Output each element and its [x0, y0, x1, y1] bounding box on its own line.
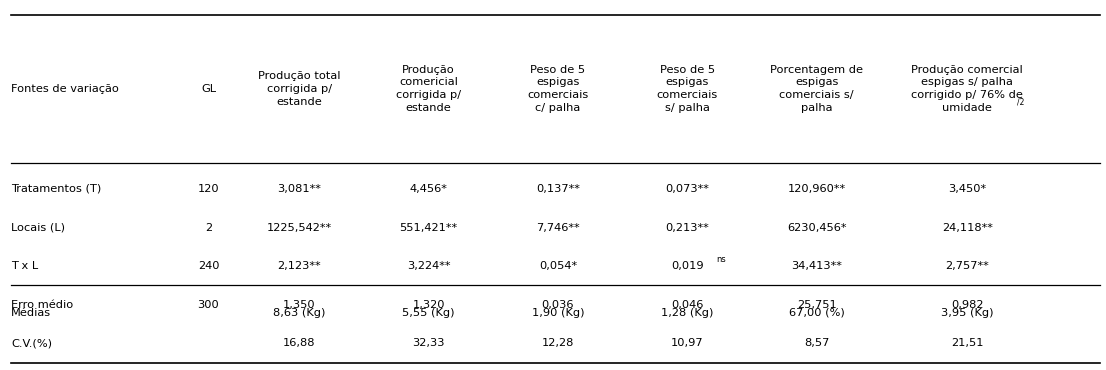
Text: Médias: Médias: [11, 307, 51, 318]
Text: 551,421**: 551,421**: [399, 222, 458, 233]
Text: 2,123**: 2,123**: [278, 261, 321, 272]
Text: 3,224**: 3,224**: [407, 261, 450, 272]
Text: 1,90 (Kg): 1,90 (Kg): [532, 307, 584, 318]
Text: 3,95 (Kg): 3,95 (Kg): [941, 307, 993, 318]
Text: ns: ns: [717, 255, 726, 264]
Text: Peso de 5
espigas
comerciais
c/ palha: Peso de 5 espigas comerciais c/ palha: [528, 65, 588, 113]
Text: 5,55 (Kg): 5,55 (Kg): [403, 307, 455, 318]
Text: 300: 300: [198, 300, 219, 310]
Text: 0,137**: 0,137**: [536, 184, 580, 194]
Text: Produção total
corrigida p/
estande: Produção total corrigida p/ estande: [258, 71, 341, 107]
Text: 32,33: 32,33: [413, 338, 445, 349]
Text: 240: 240: [198, 261, 219, 272]
Text: 3,081**: 3,081**: [278, 184, 321, 194]
Text: C.V.(%): C.V.(%): [11, 338, 52, 349]
Text: 0,046: 0,046: [671, 300, 703, 310]
Text: 0,054*: 0,054*: [539, 261, 577, 272]
Text: 2,757**: 2,757**: [946, 261, 989, 272]
Text: Fontes de variação: Fontes de variação: [11, 84, 119, 94]
Text: 120,960**: 120,960**: [787, 184, 846, 194]
Text: 0,073**: 0,073**: [666, 184, 709, 194]
Text: 0,982: 0,982: [951, 300, 983, 310]
Text: 6230,456*: 6230,456*: [787, 222, 846, 233]
Text: 8,57: 8,57: [804, 338, 830, 349]
Text: Produção comercial
espigas s/ palha
corrigido p/ 76% de
umidade: Produção comercial espigas s/ palha corr…: [911, 65, 1023, 113]
Text: 24,118**: 24,118**: [942, 222, 992, 233]
Text: 7,746**: 7,746**: [536, 222, 580, 233]
Text: 21,51: 21,51: [951, 338, 983, 349]
Text: 67,00 (%): 67,00 (%): [789, 307, 845, 318]
Text: 1,320: 1,320: [413, 300, 445, 310]
Text: /2: /2: [1018, 97, 1024, 106]
Text: 0,019: 0,019: [671, 261, 703, 272]
Text: GL: GL: [201, 84, 216, 94]
Text: Produção
comericial
corrigida p/
estande: Produção comericial corrigida p/ estande: [396, 65, 461, 113]
Text: 3,450*: 3,450*: [948, 184, 987, 194]
Text: Locais (L): Locais (L): [11, 222, 65, 233]
Text: 34,413**: 34,413**: [792, 261, 842, 272]
Text: Porcentagem de
espigas
comerciais s/
palha: Porcentagem de espigas comerciais s/ pal…: [770, 65, 864, 113]
Text: 10,97: 10,97: [671, 338, 703, 349]
Text: 8,63 (Kg): 8,63 (Kg): [273, 307, 325, 318]
Text: 1,350: 1,350: [283, 300, 315, 310]
Text: 12,28: 12,28: [542, 338, 574, 349]
Text: T x L: T x L: [11, 261, 39, 272]
Text: Peso de 5
espigas
comerciais
s/ palha: Peso de 5 espigas comerciais s/ palha: [657, 65, 718, 113]
Text: 4,456*: 4,456*: [409, 184, 448, 194]
Text: 2: 2: [205, 222, 212, 233]
Text: 0,213**: 0,213**: [666, 222, 709, 233]
Text: 120: 120: [198, 184, 219, 194]
Text: Erro médio: Erro médio: [11, 300, 73, 310]
Text: 25,751: 25,751: [797, 300, 836, 310]
Text: 1,28 (Kg): 1,28 (Kg): [661, 307, 713, 318]
Text: 16,88: 16,88: [283, 338, 315, 349]
Text: 0,036: 0,036: [542, 300, 574, 310]
Text: 1225,542**: 1225,542**: [267, 222, 332, 233]
Text: Tratamentos (T): Tratamentos (T): [11, 184, 102, 194]
